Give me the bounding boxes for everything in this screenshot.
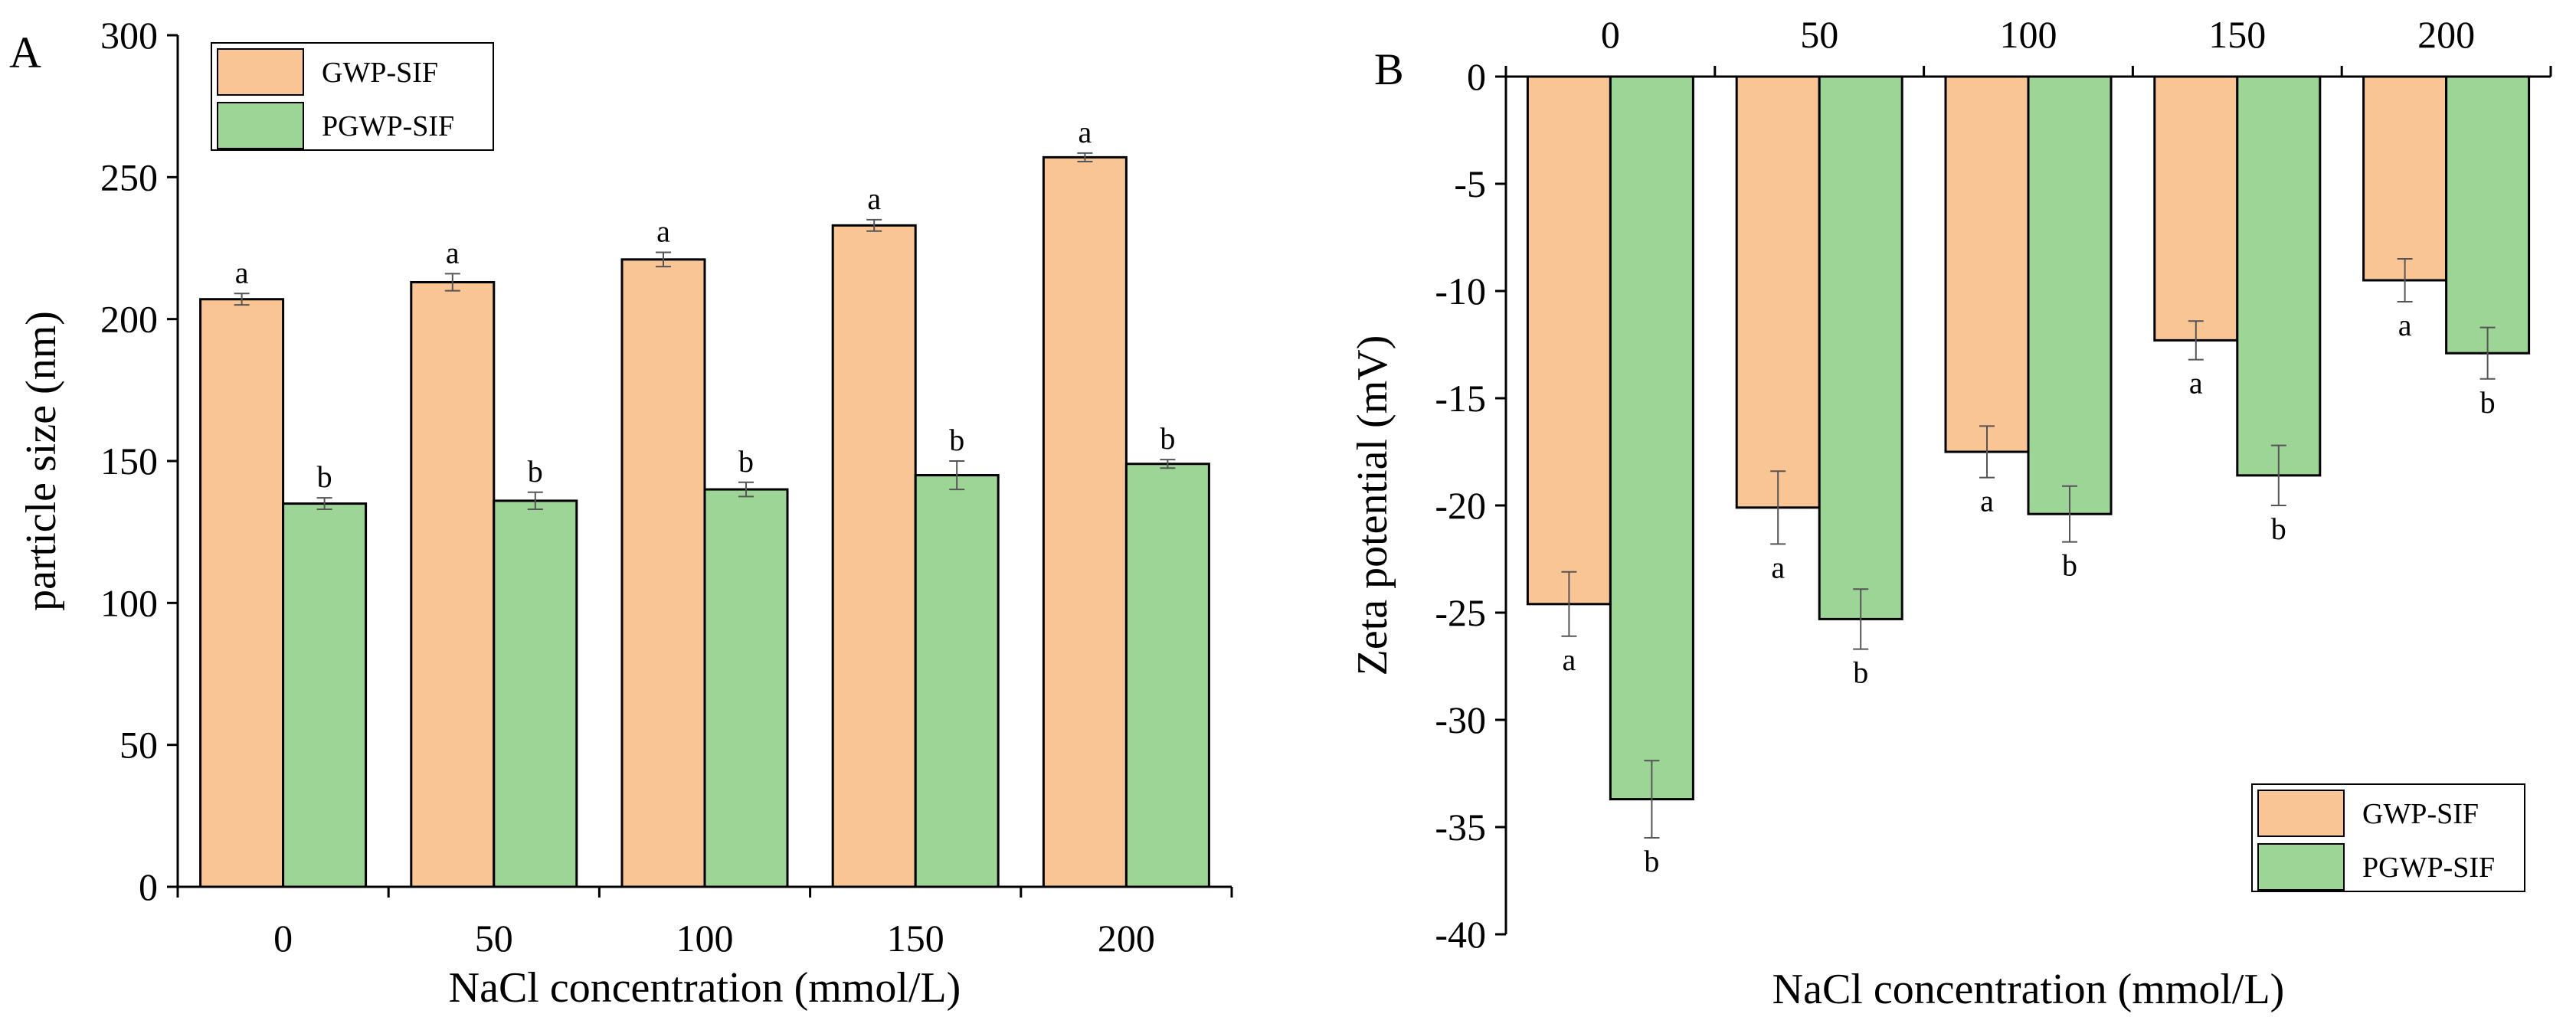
y-axis-title: particle size (nm) [18,311,65,611]
bar-pgwp-sif-50 [493,499,578,888]
bar-pgwp-sif-150 [2236,75,2322,477]
panel-label: A [9,28,41,77]
y-tick-label: 100 [100,581,158,624]
bar-pgwp-sif-100 [2027,75,2113,515]
panel-label: B [1374,44,1404,94]
significance-letter: a [2398,308,2412,342]
x-axis-title: NaCl concentration (mmol/L) [1772,966,2285,1013]
x-tick-label: 150 [2208,13,2266,56]
y-tick-label: 50 [119,724,158,767]
bar-pgwp-sif-200 [1124,463,1210,888]
significance-letter: b [317,459,332,494]
legend-swatch [2257,790,2345,837]
x-tick-label: 0 [1601,13,1620,56]
bar-pgwp-sif-200 [2445,75,2531,355]
chart-panel-a: Aa a a a a b b b b b 0 50 100 150 200 250 300 0 50 100 150 20… [9,14,1233,1012]
chart-panel-b: Ba a a a a b b b b b 0 -5 -10 -15 -20 -25 -30 -35 -40 0 50 10… [1349,13,2552,1013]
significance-letter: b [2271,512,2286,546]
y-axis-title: Zeta potential (mV) [1349,335,1396,676]
significance-letter: b [1853,656,1868,690]
bar-pgwp-sif-150 [914,474,1000,888]
significance-letter: b [738,444,754,479]
y-tick-label: -35 [1435,806,1486,849]
bar-gwp-sif-50 [410,280,496,888]
significance-letter: b [1160,421,1175,456]
bar-gwp-sif-50 [1735,75,1821,509]
y-tick-label: -20 [1435,484,1486,527]
bar-gwp-sif-200 [1042,155,1128,888]
legend-label: GWP-SIF [2362,798,2479,830]
y-tick-label: -5 [1454,162,1486,205]
bar-gwp-sif-0 [199,298,285,888]
legend-label: PGWP-SIF [322,110,454,142]
x-tick-label: 100 [676,917,734,960]
bar-gwp-sif-150 [831,224,917,888]
bar-pgwp-sif-100 [703,488,789,888]
y-tick-label: -40 [1435,913,1486,956]
x-tick-label: 200 [1098,917,1155,960]
x-tick-label: 50 [1800,13,1838,56]
x-axis-title: NaCl concentration (mmol/L) [449,964,961,1012]
bar-gwp-sif-0 [1526,75,1612,606]
legend-swatch [217,102,304,149]
significance-letter: b [2480,385,2496,420]
x-tick-label: 200 [2417,13,2475,56]
legend-label: GWP-SIF [322,57,438,89]
x-tick-label: 100 [2000,13,2057,56]
legend: GWP-SIF PGWP-SIF [2251,783,2525,892]
significance-letter: a [235,255,249,289]
y-tick-label: 250 [100,155,158,198]
y-tick-label: 300 [100,14,158,57]
significance-letter: a [2189,366,2203,401]
significance-letter: a [867,181,881,216]
y-tick-label: 150 [100,440,158,482]
x-tick-label: 50 [475,917,513,960]
significance-letter: a [1980,484,1994,518]
y-tick-label: -15 [1435,377,1486,420]
significance-letter: b [1644,844,1659,878]
significance-letter: b [2062,548,2077,583]
significance-letter: a [1563,643,1576,677]
bar-pgwp-sif-50 [1818,75,1903,620]
significance-letter: a [446,235,460,270]
significance-letter: b [949,423,964,457]
legend: GWP-SIF PGWP-SIF [211,42,494,151]
bar-gwp-sif-100 [1944,75,2030,453]
bar-pgwp-sif-0 [282,502,368,888]
y-tick-label: 200 [100,298,158,341]
x-tick-label: 150 [887,917,944,960]
bar-gwp-sif-100 [620,258,706,888]
legend-label: PGWP-SIF [2362,852,2495,884]
significance-letter: a [1079,115,1092,149]
x-tick-label: 0 [273,917,293,960]
significance-letter: a [656,214,670,249]
y-tick-label: -25 [1435,591,1486,634]
y-tick-label: -30 [1435,698,1486,741]
y-tick-label: 0 [1467,55,1486,98]
significance-letter: a [1771,550,1785,584]
significance-letter: b [528,454,543,489]
legend-swatch [2257,843,2345,891]
legend-swatch [217,48,304,96]
y-tick-label: 0 [139,865,158,908]
bar-gwp-sif-200 [2362,75,2448,282]
y-tick-label: -10 [1435,270,1486,312]
bar-gwp-sif-150 [2153,75,2239,342]
bar-pgwp-sif-0 [1609,75,1694,801]
